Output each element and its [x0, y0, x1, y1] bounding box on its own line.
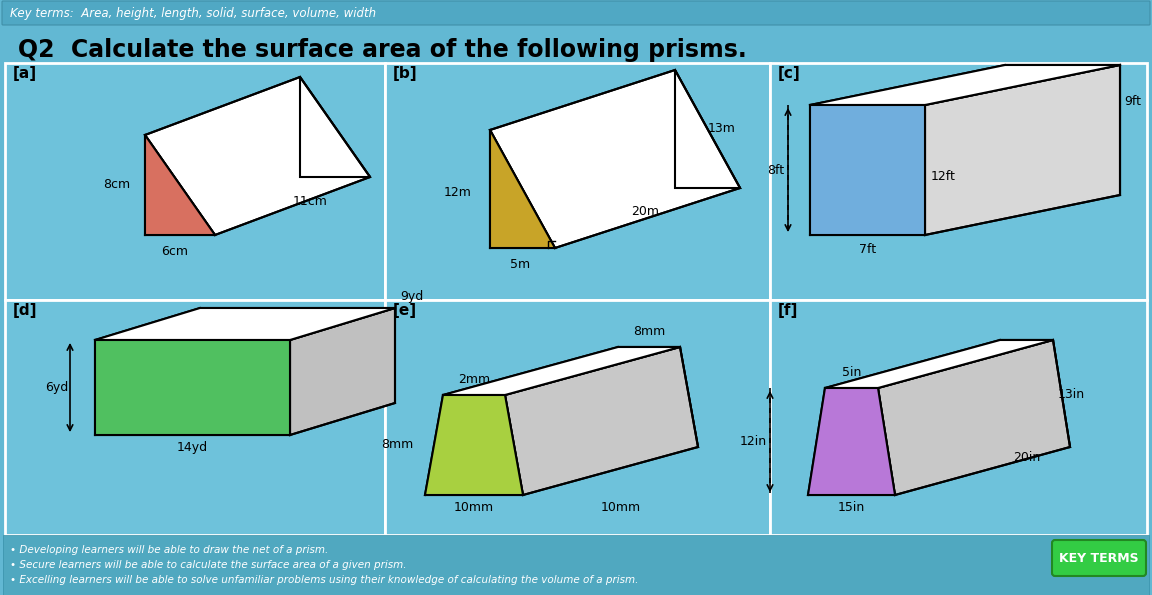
- Text: 8cm: 8cm: [103, 178, 130, 192]
- Text: 8mm: 8mm: [632, 325, 665, 338]
- Polygon shape: [810, 105, 925, 235]
- Text: 6yd: 6yd: [45, 381, 68, 394]
- Polygon shape: [94, 308, 395, 340]
- Text: 6cm: 6cm: [161, 245, 189, 258]
- Bar: [3, 535, 1149, 595]
- Text: • Excelling learners will be able to solve unfamiliar problems using their knowl: • Excelling learners will be able to sol…: [10, 575, 638, 585]
- Bar: [385, 63, 770, 300]
- Text: 12ft: 12ft: [931, 170, 956, 183]
- Text: 14yd: 14yd: [177, 441, 209, 454]
- Text: 20in: 20in: [1013, 451, 1040, 464]
- Text: 13in: 13in: [1058, 389, 1085, 402]
- Polygon shape: [490, 70, 740, 248]
- Polygon shape: [505, 347, 698, 495]
- Text: 15in: 15in: [838, 501, 865, 514]
- Text: 12m: 12m: [445, 186, 472, 199]
- Text: Q2  Calculate the surface area of the following prisms.: Q2 Calculate the surface area of the fol…: [18, 38, 746, 62]
- Bar: [770, 300, 1147, 535]
- Polygon shape: [145, 77, 370, 235]
- Polygon shape: [1005, 65, 1120, 195]
- Bar: [5, 300, 385, 535]
- Text: [b]: [b]: [393, 66, 418, 81]
- Text: [c]: [c]: [778, 66, 801, 81]
- Text: 10mm: 10mm: [454, 501, 494, 514]
- Polygon shape: [444, 347, 680, 395]
- Text: [e]: [e]: [393, 303, 417, 318]
- Text: • Secure learners will be able to calculate the surface area of a given prism.: • Secure learners will be able to calcul…: [10, 560, 407, 570]
- Text: Key terms:  Area, height, length, solid, surface, volume, width: Key terms: Area, height, length, solid, …: [10, 7, 376, 20]
- Text: 11cm: 11cm: [293, 195, 327, 208]
- Text: [a]: [a]: [13, 66, 37, 81]
- Polygon shape: [810, 65, 1120, 105]
- Text: 2mm: 2mm: [458, 373, 490, 386]
- Text: 7ft: 7ft: [859, 243, 876, 256]
- Text: KEY TERMS: KEY TERMS: [1059, 552, 1139, 565]
- Text: 13m: 13m: [708, 122, 736, 135]
- Polygon shape: [94, 340, 290, 435]
- Text: 9ft: 9ft: [1124, 95, 1140, 108]
- Polygon shape: [425, 395, 523, 495]
- Polygon shape: [290, 308, 395, 435]
- Text: 9yd: 9yd: [400, 290, 423, 303]
- Polygon shape: [825, 340, 1053, 388]
- Polygon shape: [600, 347, 698, 447]
- Text: 20m: 20m: [631, 205, 659, 218]
- FancyBboxPatch shape: [1052, 540, 1146, 576]
- Text: [f]: [f]: [778, 303, 798, 318]
- Polygon shape: [878, 340, 1070, 495]
- Text: 9yd: 9yd: [211, 409, 234, 422]
- Text: 8mm: 8mm: [381, 439, 414, 452]
- Polygon shape: [983, 340, 1070, 447]
- Polygon shape: [300, 77, 370, 177]
- Text: 12in: 12in: [740, 435, 767, 448]
- Text: [d]: [d]: [13, 303, 38, 318]
- Text: 5m: 5m: [510, 258, 530, 271]
- Polygon shape: [145, 135, 215, 235]
- Text: • Developing learners will be able to draw the net of a prism.: • Developing learners will be able to dr…: [10, 545, 328, 555]
- Text: 10mm: 10mm: [600, 501, 641, 514]
- Text: 5in: 5in: [842, 366, 862, 379]
- Text: 8ft: 8ft: [767, 164, 785, 177]
- Bar: [385, 300, 770, 535]
- Polygon shape: [675, 70, 740, 188]
- Polygon shape: [925, 65, 1120, 235]
- FancyBboxPatch shape: [2, 1, 1150, 25]
- Polygon shape: [490, 130, 555, 248]
- Polygon shape: [808, 388, 895, 495]
- Bar: [770, 63, 1147, 300]
- Bar: [5, 63, 385, 300]
